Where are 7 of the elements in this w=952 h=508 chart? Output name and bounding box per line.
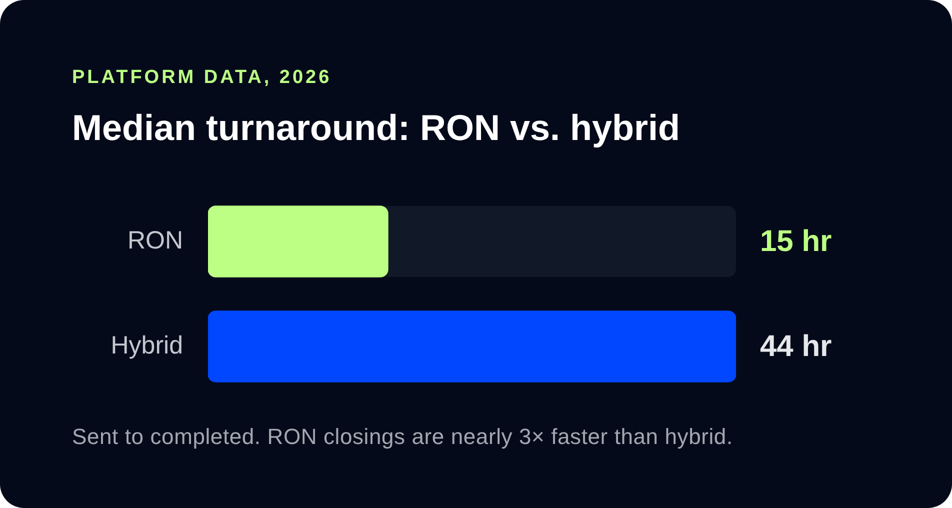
data-label: 44 hr	[760, 330, 832, 363]
text: Sent to completed. RON closings are nearly 3× faster than hybrid.	[72, 424, 733, 450]
y-tick-label: RON	[127, 226, 183, 254]
chart-subtitle: PLATFORM DATA, 2026	[72, 67, 332, 89]
y-tick-label: Hybrid	[110, 331, 183, 360]
data-label: 15 hr	[760, 224, 832, 258]
chart-title: Median turnaround: RON vs. hybrid	[72, 107, 680, 149]
